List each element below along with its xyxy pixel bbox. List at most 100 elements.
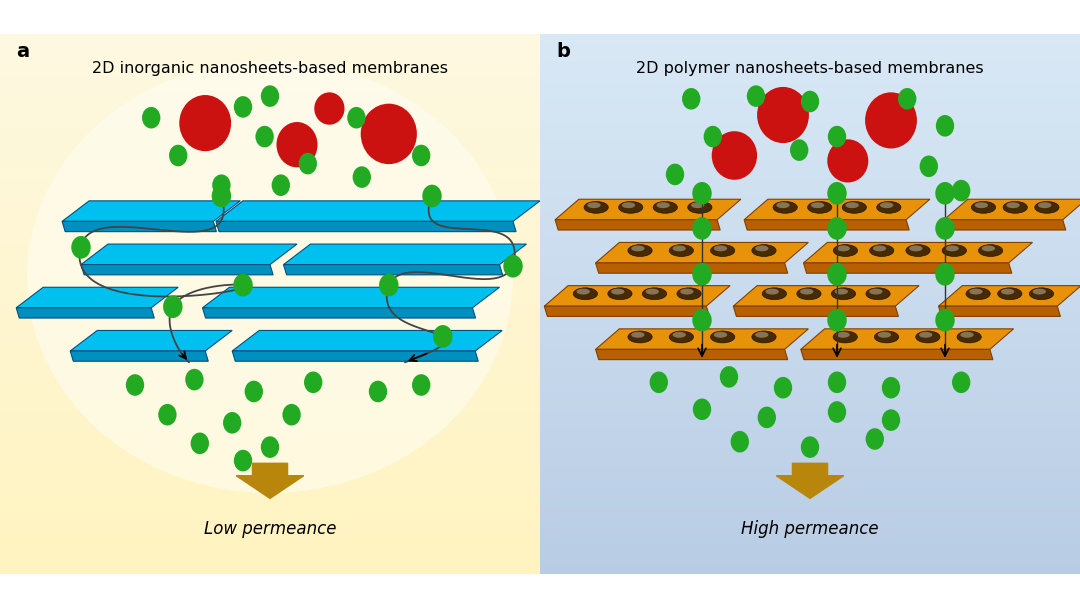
- Bar: [0, 156, 540, 158]
- Bar: [0, 522, 540, 523]
- Bar: [0, 523, 540, 525]
- Bar: [540, 270, 1080, 272]
- Bar: [0, 70, 540, 72]
- Polygon shape: [939, 286, 1080, 306]
- Bar: [0, 300, 540, 302]
- Bar: [0, 120, 540, 122]
- Ellipse shape: [261, 85, 279, 107]
- Bar: [0, 324, 540, 326]
- Bar: [540, 482, 1080, 484]
- Bar: [0, 383, 540, 385]
- Bar: [540, 216, 1080, 218]
- Bar: [0, 437, 540, 439]
- Bar: [540, 130, 1080, 131]
- Bar: [540, 385, 1080, 387]
- Bar: [0, 59, 540, 61]
- Bar: [0, 508, 540, 510]
- Polygon shape: [596, 263, 787, 273]
- Ellipse shape: [673, 332, 686, 338]
- Bar: [0, 137, 540, 139]
- Bar: [0, 209, 540, 210]
- Bar: [540, 443, 1080, 444]
- Bar: [540, 74, 1080, 75]
- Bar: [0, 115, 540, 117]
- Bar: [0, 100, 540, 102]
- Bar: [0, 279, 540, 281]
- Bar: [540, 522, 1080, 523]
- Bar: [540, 390, 1080, 392]
- Bar: [0, 182, 540, 184]
- Bar: [540, 72, 1080, 74]
- Bar: [540, 86, 1080, 88]
- FancyArrow shape: [237, 463, 303, 499]
- Bar: [0, 534, 540, 536]
- Bar: [0, 493, 540, 495]
- Bar: [540, 399, 1080, 401]
- Bar: [0, 135, 540, 137]
- Ellipse shape: [1001, 289, 1014, 294]
- Bar: [540, 419, 1080, 421]
- Bar: [0, 311, 540, 313]
- Bar: [0, 334, 540, 336]
- Bar: [540, 205, 1080, 207]
- Bar: [0, 212, 540, 214]
- Bar: [0, 277, 540, 279]
- Bar: [0, 302, 540, 304]
- Bar: [540, 354, 1080, 356]
- Ellipse shape: [314, 92, 345, 125]
- Bar: [540, 199, 1080, 201]
- Bar: [0, 558, 540, 559]
- Bar: [540, 511, 1080, 513]
- Bar: [540, 454, 1080, 455]
- Bar: [0, 234, 540, 236]
- Bar: [0, 47, 540, 49]
- Bar: [0, 570, 540, 572]
- Ellipse shape: [692, 263, 712, 286]
- Bar: [540, 145, 1080, 147]
- Bar: [540, 81, 1080, 83]
- Bar: [540, 149, 1080, 151]
- Ellipse shape: [942, 244, 967, 257]
- Ellipse shape: [619, 201, 643, 213]
- Bar: [0, 162, 540, 164]
- Bar: [0, 572, 540, 574]
- Bar: [0, 97, 540, 98]
- Bar: [540, 194, 1080, 196]
- Ellipse shape: [712, 131, 757, 180]
- Bar: [540, 45, 1080, 47]
- Bar: [540, 119, 1080, 120]
- Ellipse shape: [747, 85, 765, 107]
- Bar: [0, 360, 540, 362]
- Bar: [0, 169, 540, 171]
- Bar: [0, 122, 540, 124]
- Bar: [540, 246, 1080, 248]
- Bar: [0, 443, 540, 444]
- Bar: [540, 559, 1080, 561]
- Bar: [0, 482, 540, 484]
- Ellipse shape: [875, 331, 899, 343]
- Bar: [0, 500, 540, 502]
- Bar: [540, 416, 1080, 418]
- Bar: [540, 212, 1080, 214]
- Bar: [540, 120, 1080, 122]
- Bar: [0, 399, 540, 401]
- Bar: [0, 92, 540, 94]
- Ellipse shape: [833, 331, 858, 343]
- Ellipse shape: [827, 217, 847, 240]
- Bar: [0, 68, 540, 70]
- Bar: [540, 63, 1080, 64]
- Bar: [0, 57, 540, 59]
- Bar: [0, 63, 540, 64]
- Bar: [540, 272, 1080, 274]
- Bar: [540, 97, 1080, 98]
- Bar: [0, 358, 540, 360]
- Bar: [540, 475, 1080, 477]
- Bar: [0, 480, 540, 482]
- Ellipse shape: [935, 217, 955, 240]
- Bar: [0, 401, 540, 403]
- Ellipse shape: [762, 288, 786, 300]
- Bar: [0, 160, 540, 162]
- Bar: [0, 272, 540, 274]
- Bar: [540, 387, 1080, 389]
- Bar: [0, 259, 540, 261]
